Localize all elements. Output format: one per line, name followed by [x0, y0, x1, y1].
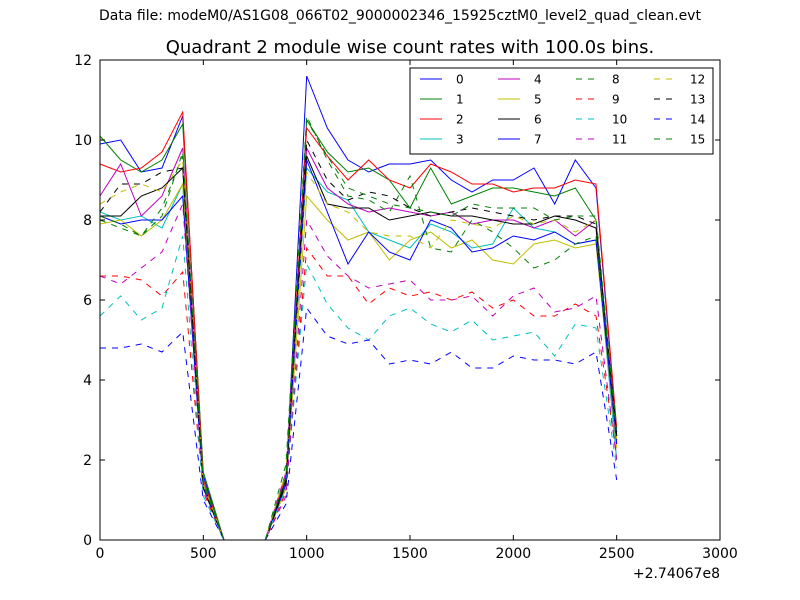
series-line-14 — [100, 306, 618, 541]
legend-label-8: 8 — [612, 73, 620, 87]
legend-label-12: 12 — [690, 73, 705, 87]
legend-label-3: 3 — [456, 133, 464, 147]
series-line-6 — [100, 155, 618, 541]
data-file-suptitle: Data file: modeM0/AS1G08_066T02_90000023… — [99, 8, 701, 24]
legend-label-2: 2 — [456, 113, 464, 127]
series-line-3 — [99, 166, 618, 541]
x-offset-label: +2.74067e8 — [633, 566, 720, 582]
series-line-13 — [99, 138, 618, 541]
series-line-9 — [100, 246, 618, 541]
series-line-15 — [99, 118, 618, 541]
legend-label-5: 5 — [534, 93, 542, 107]
legend-label-13: 13 — [690, 93, 705, 107]
series-line-10 — [99, 235, 618, 541]
legend-label-14: 14 — [690, 113, 705, 127]
series-line-4 — [99, 146, 618, 541]
y-tick-label: 10 — [74, 133, 92, 149]
legend-label-11: 11 — [612, 133, 627, 147]
series-line-2 — [99, 110, 618, 541]
legend-label-15: 15 — [690, 133, 705, 147]
legend-box — [409, 67, 714, 155]
series-line-8 — [99, 115, 618, 541]
x-tick-label: 500 — [190, 546, 217, 562]
legend-label-1: 1 — [456, 93, 464, 107]
series-line-5 — [99, 182, 618, 541]
y-tick-label: 2 — [83, 453, 92, 469]
x-tick-label: 3000 — [702, 546, 738, 562]
x-tick-label: 1500 — [392, 546, 428, 562]
x-tick-label: 2000 — [496, 546, 532, 562]
chart-title: Quadrant 2 module wise count rates with … — [166, 37, 655, 58]
x-tick-label: 0 — [96, 546, 105, 562]
series-layer — [99, 75, 618, 541]
y-tick-label: 6 — [83, 293, 92, 309]
legend-label-4: 4 — [534, 73, 542, 87]
legend-label-10: 10 — [612, 113, 627, 127]
x-tick-label: 2500 — [599, 546, 635, 562]
x-tick-label: 1000 — [289, 546, 325, 562]
legend-label-7: 7 — [534, 133, 542, 147]
series-line-11 — [99, 203, 618, 541]
legend-label-0: 0 — [456, 73, 464, 87]
legend-label-6: 6 — [534, 113, 542, 127]
series-line-1 — [99, 118, 618, 541]
series-line-7 — [99, 159, 618, 541]
y-tick-label: 12 — [74, 53, 92, 69]
legend-label-9: 9 — [612, 93, 620, 107]
y-tick-label: 8 — [83, 213, 92, 229]
y-tick-label: 4 — [83, 373, 92, 389]
y-tick-label: 0 — [83, 533, 92, 549]
